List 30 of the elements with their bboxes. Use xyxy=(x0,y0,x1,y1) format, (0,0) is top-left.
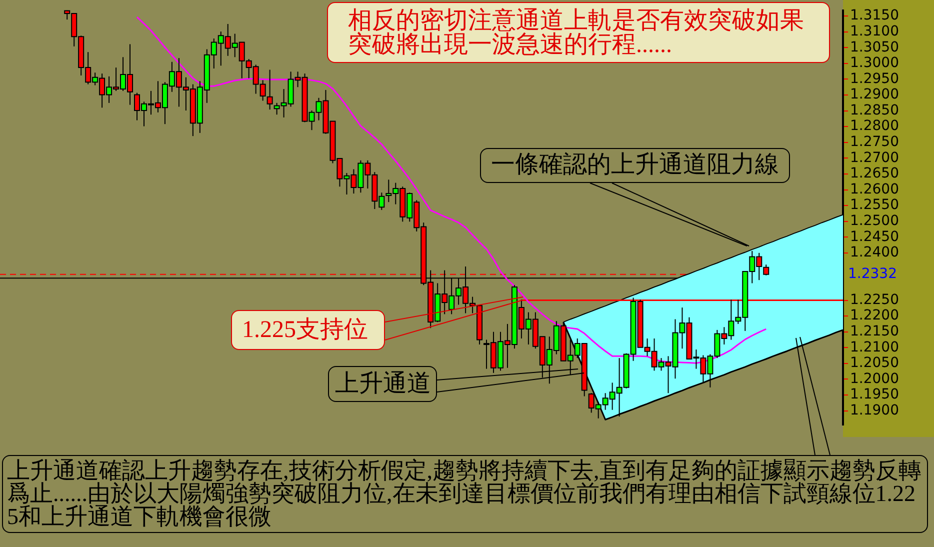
y-tick-label: 1.2450 xyxy=(850,228,899,245)
y-tick-label: 1.2150 xyxy=(850,323,899,340)
y-tick-label: 1.2500 xyxy=(850,212,899,229)
y-tick-label: 1.3000 xyxy=(850,55,899,72)
y-tick-label: 1.1950 xyxy=(850,386,899,403)
y-tick-label: 1.2250 xyxy=(850,292,899,308)
y-tick-label: 1.3050 xyxy=(850,39,899,56)
y-tick-label: 1.2700 xyxy=(850,150,899,166)
annotation: 相反的密切注意通道上軌是否有效突破如果突破將出現一波急速的行程...... xyxy=(327,2,830,63)
y-tick-label: 1.2600 xyxy=(850,181,899,198)
y-tick-label: 1.2550 xyxy=(850,197,899,214)
y-tick-label: 1.3100 xyxy=(850,24,899,40)
y-tick-label: 1.2100 xyxy=(850,339,899,356)
annotation: 1.225支持位 xyxy=(231,310,385,350)
y-tick-label: 1.2400 xyxy=(850,244,899,261)
y-tick-label: 1.2950 xyxy=(850,70,899,87)
y-tick-label: 1.2800 xyxy=(850,118,899,134)
ref-line-label: 1.2332 xyxy=(848,266,897,282)
y-tick-label: 1.2900 xyxy=(850,86,899,103)
y-tick-label: 1.2650 xyxy=(850,166,899,182)
y-tick-label: 1.2850 xyxy=(850,102,899,118)
y-tick-label: 1.2750 xyxy=(850,134,899,150)
y-tick-label: 1.3150 xyxy=(850,8,899,24)
annotation: 一條確認的上升通道阻力線 xyxy=(480,148,790,183)
text: 上升通道確認上升趨勢存在,技術分析假定,趨勢將持續下去,直到有足夠的証據顯示趨勢反轉爲止......由於以大陽燭強勢突破阻力位,在未到達目標價位前我們有理由相信下試頸線位1.225和上升通道下軌機會很微 xyxy=(2,455,928,533)
y-tick-label: 1.1900 xyxy=(850,402,899,418)
y-tick-label: 1.2050 xyxy=(850,355,899,372)
annotation: 上升通道 xyxy=(328,366,437,402)
y-tick-label: 1.2200 xyxy=(850,308,899,324)
y-tick-label: 1.2000 xyxy=(850,370,899,387)
